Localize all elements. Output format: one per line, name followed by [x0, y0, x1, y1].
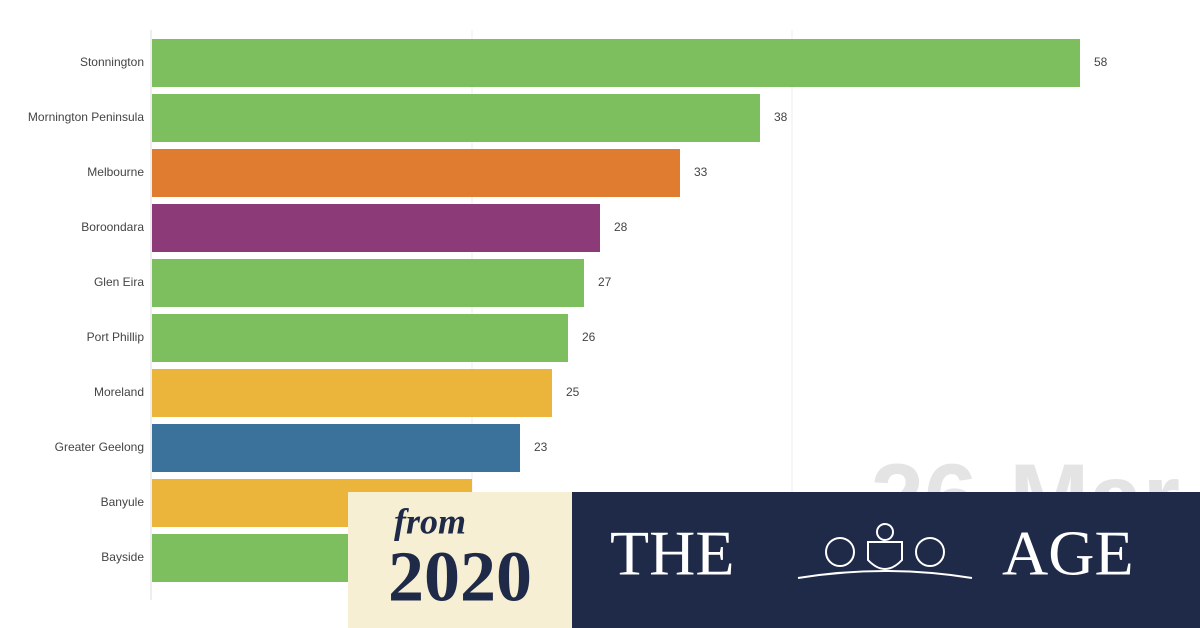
bar — [152, 424, 520, 472]
y-tick-label: Greater Geelong — [55, 440, 144, 454]
badge-year-box — [348, 492, 572, 628]
bar — [152, 369, 552, 417]
y-tick-label: Moreland — [94, 385, 144, 399]
y-tick-label: Glen Eira — [94, 275, 144, 289]
y-tick-label: Melbourne — [87, 165, 144, 179]
bars: Stonnington 58 Mornington Peninsula 38 Melbo… — [28, 39, 1108, 582]
crest — [797, 523, 973, 579]
badge-prefix: from — [394, 501, 466, 541]
y-tick-label: Boroondara — [81, 220, 144, 234]
bar — [152, 204, 600, 252]
y-tick-label: Mornington Peninsula — [28, 110, 144, 124]
value-label: 25 — [566, 385, 580, 399]
y-tick-label: Banyule — [101, 495, 145, 509]
bar — [152, 149, 680, 197]
bar — [152, 94, 760, 142]
masthead-left: THE — [610, 518, 734, 589]
value-label: 33 — [694, 165, 708, 179]
y-tick-label: Port Phillip — [87, 330, 145, 344]
value-label: 28 — [614, 220, 628, 234]
bar — [152, 259, 584, 307]
value-label: 58 — [1094, 55, 1108, 69]
value-label: 26 — [582, 330, 596, 344]
value-label: 23 — [534, 440, 548, 454]
masthead-right: AGE — [1002, 518, 1134, 589]
bar — [152, 39, 1080, 87]
value-label: 27 — [598, 275, 612, 289]
masthead-box — [572, 492, 1200, 628]
badge-year: 2020 — [388, 537, 532, 617]
y-tick-label: Bayside — [101, 550, 144, 564]
value-label: 38 — [774, 110, 788, 124]
y-tick-label: Stonnington — [80, 55, 144, 69]
badge: from 2020 THE AGE — [348, 492, 1200, 628]
bar — [152, 314, 568, 362]
